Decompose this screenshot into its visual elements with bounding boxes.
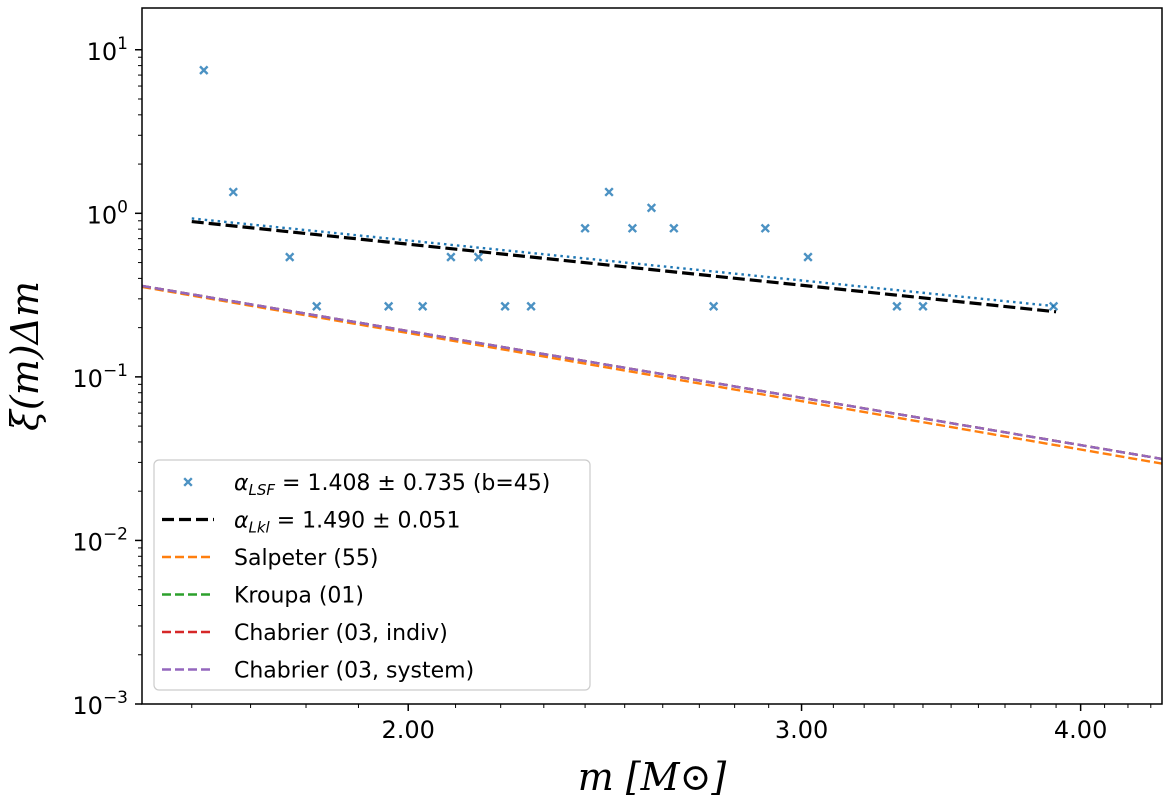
legend-marker xyxy=(183,477,193,487)
data-point-1 xyxy=(228,187,238,197)
data-point-4 xyxy=(383,301,394,311)
series-line-4 xyxy=(142,284,1162,461)
legend-label: Chabrier (03, system) xyxy=(234,659,474,684)
plot-frame xyxy=(141,7,1163,705)
series-line-1 xyxy=(142,285,1162,465)
data-point-19 xyxy=(918,301,928,311)
x-tick-label: 2.00 xyxy=(382,716,435,744)
y-tick-label: 10−2 xyxy=(72,524,128,556)
data-point-12 xyxy=(627,223,638,233)
data-point-7 xyxy=(473,252,484,262)
x-tick-label: 3.00 xyxy=(775,716,828,744)
data-point-8 xyxy=(500,301,510,311)
data-point-13 xyxy=(646,203,657,213)
legend-label: Kroupa (01) xyxy=(234,584,364,609)
data-point-3 xyxy=(312,301,322,311)
data-point-9 xyxy=(526,301,536,311)
legend-label: αLSF = 1.408 ± 0.735 (b=45) xyxy=(234,471,550,499)
y-tick-label: 101 xyxy=(87,34,128,66)
series-line-0 xyxy=(191,220,1057,314)
data-point-20 xyxy=(1048,301,1059,311)
data-point-16 xyxy=(760,223,770,233)
data-point-11 xyxy=(604,187,614,197)
data-point-6 xyxy=(446,252,456,262)
legend-label: Chabrier (03, indiv) xyxy=(234,621,448,646)
data-point-14 xyxy=(669,223,679,233)
y-tick-label: 10−1 xyxy=(72,361,128,393)
data-point-15 xyxy=(708,301,719,311)
legend-label: Salpeter (55) xyxy=(234,546,378,571)
x-axis-label: m [M⊙] xyxy=(578,755,727,799)
axes: 101 100 10−1 10−2 10−3 2.00 3.00 4.00 xyxy=(72,34,1152,744)
y-tick-label: 100 xyxy=(87,197,128,229)
lsf-fit-line xyxy=(191,217,1057,308)
legend-item: αLSF = 1.408 ± 0.735 (b=45) xyxy=(183,471,550,499)
legend-item: αLkl = 1.490 ± 0.051 xyxy=(162,509,461,537)
data-point-2 xyxy=(285,252,295,262)
legend-item: Chabrier (03, system) xyxy=(162,659,474,684)
data-point-18 xyxy=(892,301,902,311)
legend-box xyxy=(153,459,591,691)
data-point-10 xyxy=(580,223,590,233)
legend: αLSF = 1.408 ± 0.735 (b=45) αLkl = 1.490 … xyxy=(153,459,591,691)
data-point-0 xyxy=(199,65,209,75)
legend-item: Kroupa (01) xyxy=(162,584,364,609)
y-tick-label: 10−3 xyxy=(72,688,128,720)
data-point-17 xyxy=(803,252,813,262)
legend-item: Chabrier (03, indiv) xyxy=(162,621,448,646)
y-axis-label: ξ(m)Δm xyxy=(3,281,47,431)
data-point-5 xyxy=(418,301,428,311)
legend-item: Salpeter (55) xyxy=(162,546,378,571)
plot-area xyxy=(142,65,1162,465)
legend-label: αLkl = 1.490 ± 0.051 xyxy=(234,509,461,537)
x-tick-label: 4.00 xyxy=(1054,716,1107,744)
